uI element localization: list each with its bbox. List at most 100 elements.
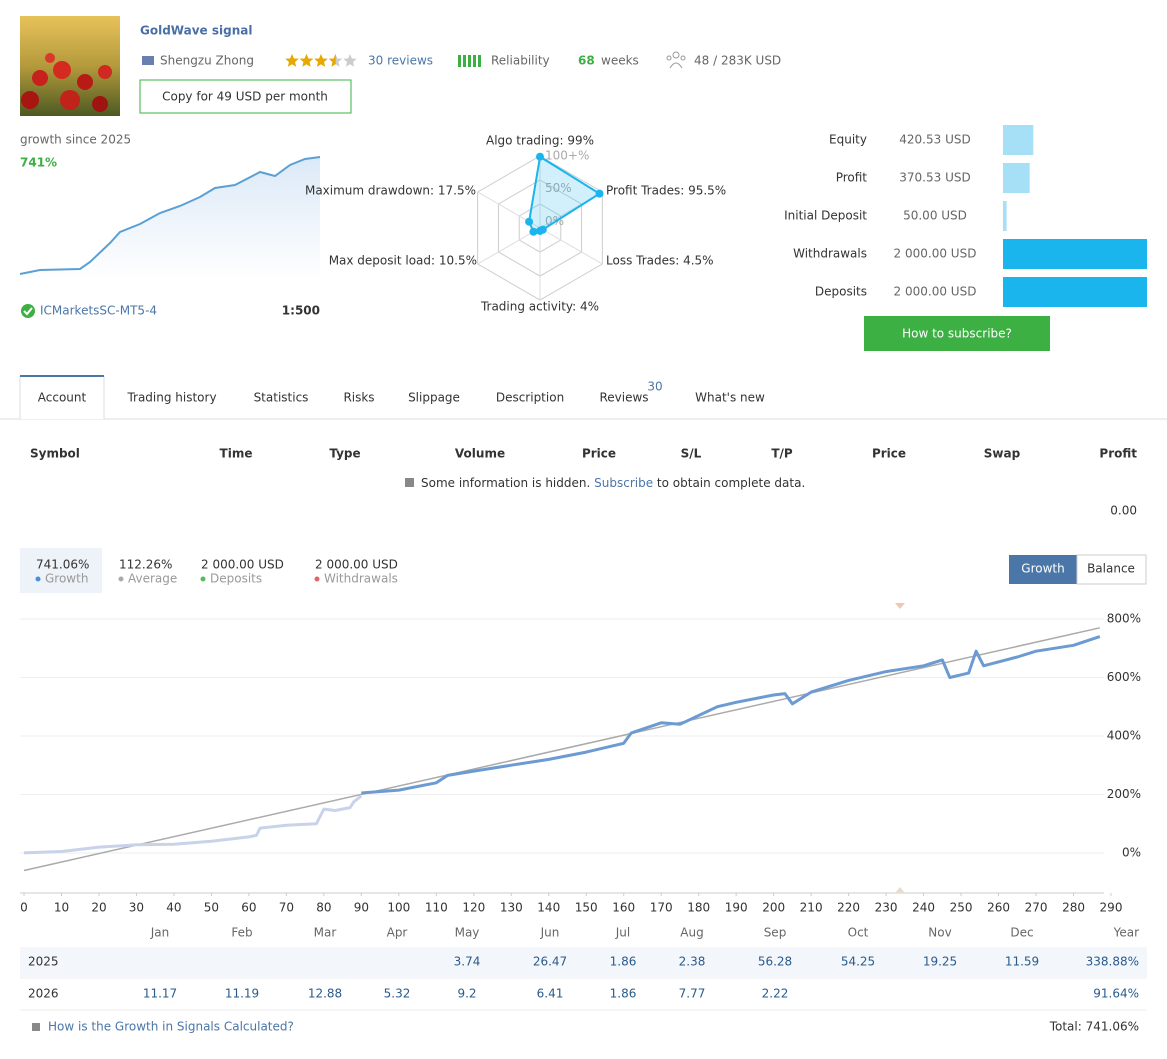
x-tick-label: 220 xyxy=(837,901,860,915)
column-header: Profit xyxy=(1099,447,1137,461)
radar-label: Maximum drawdown: 17.5% xyxy=(305,184,476,198)
bar xyxy=(1003,201,1007,231)
tab[interactable]: What's new xyxy=(695,391,765,405)
growth-help-link[interactable]: How is the Growth in Signals Calculated? xyxy=(48,1020,294,1034)
x-tick-label: 230 xyxy=(875,901,898,915)
x-tick-label: 70 xyxy=(279,901,294,915)
x-tick-label: 160 xyxy=(612,901,635,915)
growth-line xyxy=(361,635,1101,795)
bar-value: 370.53 USD xyxy=(899,171,970,185)
radar-label: Max deposit load: 10.5% xyxy=(329,254,477,268)
column-header: Swap xyxy=(984,447,1021,461)
month-header: Apr xyxy=(387,926,408,940)
marker-top xyxy=(895,603,905,609)
star-fill xyxy=(285,54,336,67)
month-value: 11.59 xyxy=(1005,955,1039,969)
star xyxy=(299,54,314,67)
month-value: 9.2 xyxy=(457,987,476,1001)
subscribe-link[interactable]: Subscribe xyxy=(594,476,653,490)
month-value: 11.17 xyxy=(143,987,177,1001)
marker-bottom xyxy=(895,887,905,893)
column-header: Symbol xyxy=(30,447,80,461)
account-bars: Equity 420.53 USD Profit 370.53 USD Initial … xyxy=(784,125,1147,307)
trade-columns: Symbol Time Type Volume Price S/L T/P Price Swap… xyxy=(30,447,1137,461)
bar xyxy=(1003,125,1034,155)
month-header: Feb xyxy=(231,926,252,940)
star xyxy=(314,54,328,67)
year-label: 2026 xyxy=(28,987,59,1001)
copy-button-label[interactable]: Copy for 49 USD per month xyxy=(162,90,328,104)
monthly-table: Jan Feb Mar Apr May Jun Jul Aug Sep Oct Nov Dec Year… xyxy=(20,926,1147,1011)
bar-value: 2 000.00 USD xyxy=(894,285,977,299)
year-label: 2025 xyxy=(28,955,59,969)
x-tick-label: 120 xyxy=(462,901,485,915)
bar xyxy=(1003,163,1030,193)
month-value: 7.77 xyxy=(679,987,706,1001)
x-tick-label: 200 xyxy=(762,901,785,915)
subscribers-icon xyxy=(666,51,686,69)
tab[interactable]: Description xyxy=(496,391,564,405)
toggle-label[interactable]: Balance xyxy=(1087,562,1135,576)
signal-title: GoldWave signal xyxy=(140,24,252,38)
column-header: S/L xyxy=(681,447,702,461)
month-header: Jan xyxy=(150,926,170,940)
mini-growth-line xyxy=(19,156,321,275)
radar-ring-label: 100+% xyxy=(545,149,589,163)
toggle-label[interactable]: Growth xyxy=(1021,562,1064,576)
author[interactable]: Shengzu Zhong xyxy=(160,54,254,68)
month-value: 338.88% xyxy=(1086,955,1139,969)
x-tick-label: 250 xyxy=(950,901,973,915)
column-header: T/P xyxy=(771,447,793,461)
radar-point xyxy=(536,226,544,235)
x-tick-label: 180 xyxy=(687,901,710,915)
tab[interactable]: Reviews xyxy=(599,391,648,405)
x-tick-label: 130 xyxy=(500,901,523,915)
growth-chart: 0% 200% 400% 600% 800% 0 10 20 30 40 50 60 70 80 90 100… xyxy=(20,612,1141,915)
month-value: 2.38 xyxy=(679,955,706,969)
x-tick-label: 140 xyxy=(537,901,560,915)
tab[interactable]: Slippage xyxy=(408,391,460,405)
subscribe-button[interactable] xyxy=(864,316,1050,351)
trades-total: 0.00 xyxy=(1110,504,1137,518)
growth-toggle[interactable] xyxy=(1009,555,1077,584)
stat-value: 2 000.00 USD xyxy=(315,558,398,572)
month-header: Aug xyxy=(680,926,703,940)
column-header: Time xyxy=(220,447,253,461)
month-header: Jun xyxy=(540,926,560,940)
reliability: Reliability xyxy=(491,54,550,68)
month-value: 12.88 xyxy=(308,987,342,1001)
stat-label: Deposits xyxy=(210,572,262,586)
tabs: Account Trading history Statistics Risks Sli… xyxy=(38,391,765,405)
tab[interactable]: Account xyxy=(38,391,87,405)
radar-point xyxy=(595,189,604,198)
balance-toggle[interactable] xyxy=(1076,554,1147,585)
y-tick-label: 800% xyxy=(1107,612,1141,626)
month-value: 11.19 xyxy=(225,987,259,1001)
x-tick-label: 40 xyxy=(166,901,181,915)
growth-line xyxy=(23,794,363,855)
radar-chart: 100+%50%0%Algo trading: 99%Profit Trades… xyxy=(305,134,726,314)
radar-point xyxy=(529,227,538,236)
tab[interactable]: Trading history xyxy=(126,391,216,405)
stat-value: 2 000.00 USD xyxy=(201,558,284,572)
bar-label: Deposits xyxy=(815,285,867,299)
avatar xyxy=(20,16,120,116)
radar-point xyxy=(525,217,534,226)
verified-icon xyxy=(21,304,35,318)
copy-button[interactable] xyxy=(139,79,352,114)
stat-dot xyxy=(118,576,124,582)
subscribe-button-label[interactable]: How to subscribe? xyxy=(902,327,1012,341)
x-tick-label: 100 xyxy=(387,901,410,915)
bar-value: 420.53 USD xyxy=(899,133,970,147)
broker[interactable]: ICMarketsSC-MT5-4 xyxy=(40,304,157,318)
radar-label: Algo trading: 99% xyxy=(486,134,594,148)
tab[interactable]: Risks xyxy=(343,391,374,405)
tab[interactable]: Statistics xyxy=(254,391,309,405)
stat-label: Growth xyxy=(45,572,88,586)
rating-stars xyxy=(285,54,357,67)
reviews-link[interactable]: 30 reviews xyxy=(368,54,433,68)
y-tick-label: 200% xyxy=(1107,787,1141,801)
month-value: 5.32 xyxy=(384,987,411,1001)
month-value: 3.74 xyxy=(454,955,481,969)
